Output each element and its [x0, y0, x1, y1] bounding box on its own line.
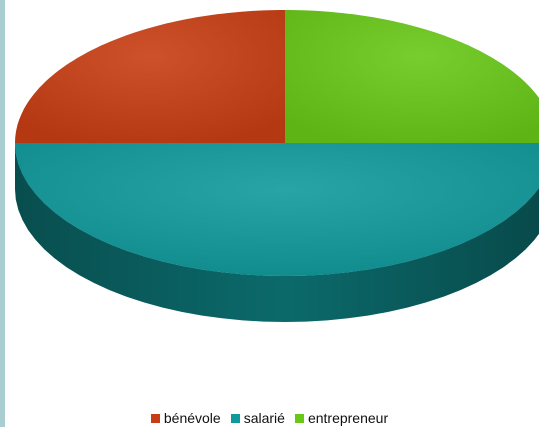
pie-side-shading-salarie: [15, 143, 539, 322]
legend-label-benevole: bénévole: [163, 410, 221, 426]
legend-label-salarie: salarié: [243, 410, 285, 426]
legend-swatch-salarie: [230, 413, 240, 423]
legend-swatch-benevole: [150, 413, 160, 423]
pie-slice-shine-entrepreneur: [285, 10, 539, 143]
legend-label-entrepreneur: entrepreneur: [307, 410, 389, 426]
legend-item-salarie: salarié: [230, 410, 285, 426]
legend-item-entrepreneur: entrepreneur: [294, 410, 389, 426]
legend-swatch-entrepreneur: [294, 413, 304, 423]
chart-legend: bénévole salarié entrepreneur: [0, 410, 539, 426]
pie-slice-shine-salarie: [15, 143, 539, 276]
left-border-strip: [0, 0, 5, 427]
legend-item-benevole: bénévole: [150, 410, 221, 426]
pie-chart: [15, 10, 539, 322]
pie-slice-shine-benevole: [15, 10, 285, 143]
